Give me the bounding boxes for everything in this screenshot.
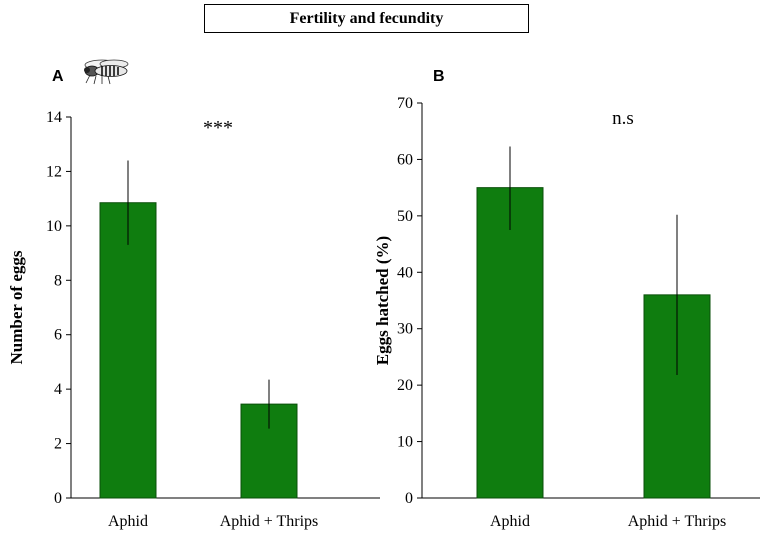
figure-title: Fertility and fecundity	[204, 4, 529, 33]
y-tick-label: 30	[397, 321, 413, 338]
chart-eggs-hatched: 0 10 20 30 40 50 60 70 Aphid Aphid + Thrips Eggs h…	[373, 95, 760, 530]
x-category-label: Aphid	[490, 513, 530, 530]
chart-number-of-eggs: 0 2 4 6 8 10 12 14 Aphid Aphid + Thrips Number of …	[7, 109, 380, 530]
y-axis-title: Eggs hatched (%)	[373, 236, 392, 365]
y-tick-label: 6	[54, 327, 62, 344]
y-tick-label: 50	[397, 208, 413, 225]
y-tick-label: 20	[397, 377, 413, 394]
y-tick-label: 10	[397, 434, 413, 451]
y-tick-label: 4	[54, 381, 62, 398]
y-tick-label: 10	[46, 218, 62, 235]
x-category-label: Aphid + Thrips	[220, 513, 319, 530]
x-category-label: Aphid + Thrips	[628, 513, 727, 530]
y-tick-label: 0	[54, 490, 62, 507]
x-category-label: Aphid	[108, 513, 148, 530]
y-tick-label: 8	[54, 272, 62, 289]
bar-aphid	[476, 187, 544, 499]
y-tick-label: 14	[46, 109, 62, 126]
y-tick-label: 70	[397, 95, 413, 112]
y-axis-title: Number of eggs	[7, 250, 26, 364]
y-tick-label: 40	[397, 264, 413, 281]
panel-b-label: B	[433, 68, 445, 85]
y-tick-label: 0	[405, 490, 413, 507]
y-tick-label: 60	[397, 151, 413, 168]
y-tick-label: 2	[54, 436, 62, 453]
bar-aphid	[99, 202, 157, 499]
hoverfly-icon	[84, 59, 129, 85]
panel-a-label: A	[52, 68, 64, 85]
y-tick-label: 12	[46, 163, 62, 180]
significance-annotation: ***	[203, 117, 233, 139]
significance-annotation: n.s	[612, 108, 634, 129]
